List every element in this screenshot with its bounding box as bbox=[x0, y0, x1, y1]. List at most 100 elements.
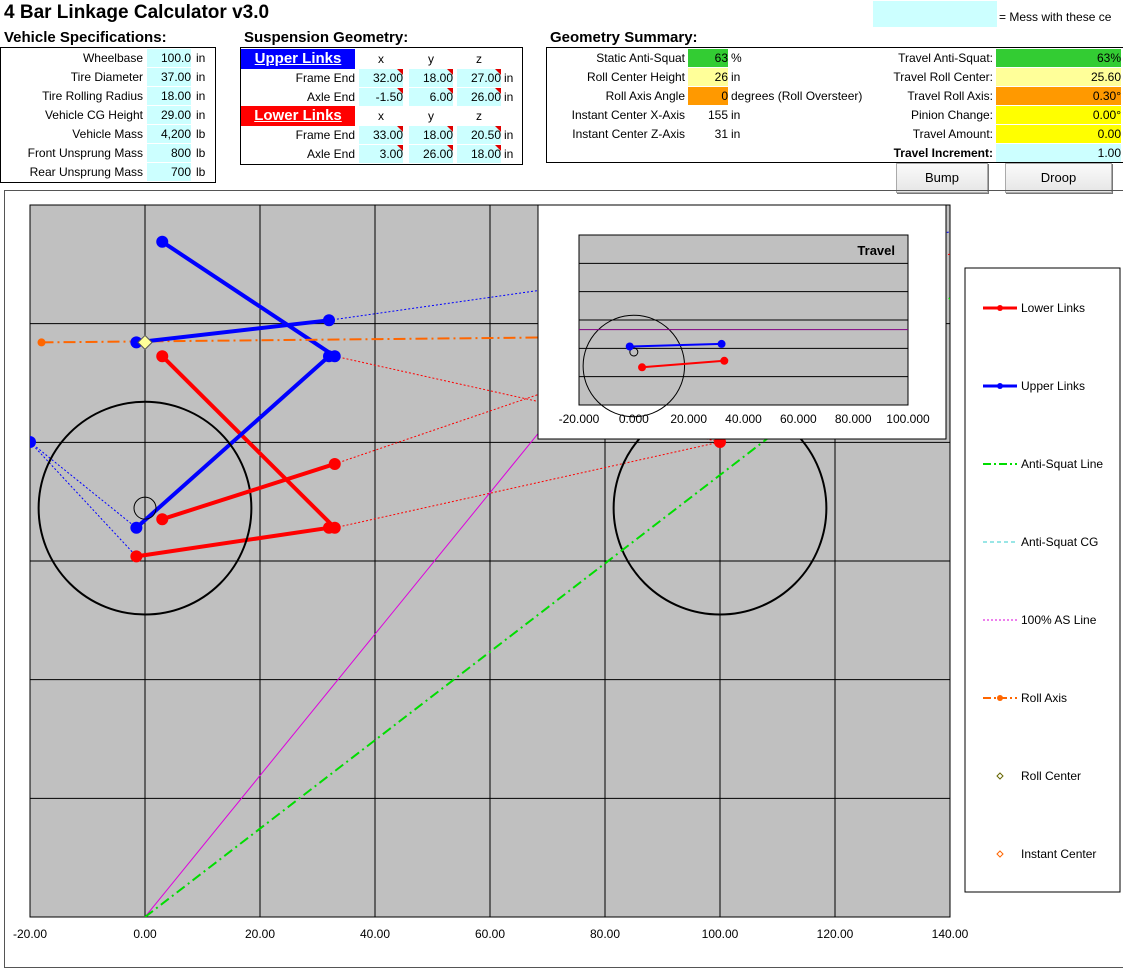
summary-value: 63 bbox=[688, 49, 728, 67]
lower-y-input[interactable]: 26.00 bbox=[409, 145, 453, 163]
upper-z-input[interactable]: 27.00 bbox=[457, 69, 501, 87]
column-header-z: z bbox=[476, 52, 482, 66]
x-tick-label: -20.00 bbox=[13, 927, 47, 941]
vehicle-spec-value[interactable]: 700 bbox=[147, 163, 191, 181]
travel-label: Travel Amount: bbox=[912, 127, 993, 141]
droop-button[interactable]: Droop bbox=[1005, 163, 1112, 193]
lower-x-input[interactable]: 33.00 bbox=[359, 126, 403, 144]
link-point-label: Axle End bbox=[306, 147, 355, 161]
column-header-y: y bbox=[428, 109, 434, 123]
link-point-label: Axle End bbox=[306, 90, 355, 104]
upper-x-input[interactable]: -1.50 bbox=[359, 88, 403, 106]
summary-unit: in bbox=[731, 127, 741, 141]
upper-y-input[interactable]: 18.00 bbox=[409, 69, 453, 87]
inset-lower-point bbox=[638, 363, 647, 372]
vehicle-spec-label: Vehicle CG Height bbox=[44, 108, 143, 122]
bump-button[interactable]: Bump bbox=[896, 163, 988, 193]
summary-unit: in bbox=[731, 108, 741, 122]
vehicle-spec-value[interactable]: 29.00 bbox=[147, 106, 191, 124]
roll-axis-point bbox=[37, 338, 46, 347]
app-title: 4 Bar Linkage Calculator v3.0 bbox=[4, 2, 270, 23]
lower-link-point bbox=[156, 513, 169, 526]
legend-marker bbox=[997, 383, 1003, 389]
lower-link-point bbox=[328, 457, 341, 470]
x-tick-label: 80.00 bbox=[590, 927, 620, 941]
geometry-summary-heading: Geometry Summary: bbox=[550, 29, 698, 46]
upper-link-top bbox=[135, 354, 331, 530]
inset-axle bbox=[629, 347, 639, 357]
summary-label: Static Anti-Squat bbox=[596, 51, 685, 65]
inset-upper-link bbox=[629, 342, 722, 348]
upper-link-point bbox=[130, 336, 143, 349]
summary-value: 155 bbox=[707, 108, 728, 122]
vehicle-spec-unit: in bbox=[196, 89, 206, 103]
inset-upper-point bbox=[717, 339, 726, 348]
travel-label: Travel Anti-Squat: bbox=[898, 51, 993, 65]
lower-link-point bbox=[156, 350, 169, 363]
vehicle-spec-label: Vehicle Mass bbox=[72, 127, 143, 141]
vehicle-spec-unit: lb bbox=[196, 165, 206, 179]
vehicle-spec-value[interactable]: 37.00 bbox=[147, 68, 191, 86]
vehicle-spec-label: Rear Unsprung Mass bbox=[29, 165, 143, 179]
inset-x-tick-label: 40.000 bbox=[725, 412, 762, 426]
vehicle-spec-unit: lb bbox=[196, 127, 206, 141]
lower-link-top bbox=[136, 525, 330, 559]
upper-y-input[interactable]: 6.00 bbox=[409, 88, 453, 106]
travel-value: 0.30° bbox=[996, 87, 1121, 105]
travel-value: 0.00° bbox=[996, 106, 1121, 124]
linkage-plot: -20.00 0.00 20.00 40.00 60.00 80.00 100.00 120.… bbox=[13, 204, 1121, 941]
x-tick-label: 140.00 bbox=[932, 927, 969, 941]
upper-link-point bbox=[156, 235, 169, 248]
summary-value: 26 bbox=[688, 68, 728, 86]
geometry-summary-table: Static Anti-Squat 63% Roll Center Height 26… bbox=[546, 47, 1123, 163]
vehicle-spec-unit: lb bbox=[196, 146, 206, 160]
legend-label: Anti-Squat CG bbox=[1021, 535, 1098, 549]
column-header-x: x bbox=[378, 109, 384, 123]
roll-center-marker bbox=[137, 334, 153, 351]
legend-label: Upper Links bbox=[1021, 379, 1085, 393]
vehicle-spec-value[interactable]: 18.00 bbox=[147, 87, 191, 105]
upper-x-input[interactable]: 32.00 bbox=[359, 69, 403, 87]
vehicle-spec-unit: in bbox=[196, 51, 206, 65]
lower-y-input[interactable]: 18.00 bbox=[409, 126, 453, 144]
upper-link-extension bbox=[30, 441, 137, 529]
x-tick-label: 120.00 bbox=[817, 927, 854, 941]
vehicle-spec-value[interactable]: 800 bbox=[147, 144, 191, 162]
vehicle-spec-table: Wheelbase 100.0 in Tire Diameter 37.00 in Tire… bbox=[0, 47, 216, 183]
upper-link-side bbox=[136, 318, 330, 345]
lower-z-input[interactable]: 18.00 bbox=[457, 145, 501, 163]
legend-marker bbox=[997, 305, 1003, 311]
column-header-z: z bbox=[476, 109, 482, 123]
upper-link-point bbox=[130, 521, 143, 534]
suspension-geometry-table: Upper Links x y z Frame End 32.00 18.00 27.00 in… bbox=[240, 47, 523, 165]
inset-x-tick-label: 20.000 bbox=[670, 412, 707, 426]
suspension-geometry-heading: Suspension Geometry: bbox=[244, 29, 409, 46]
lower-x-input[interactable]: 3.00 bbox=[359, 145, 403, 163]
lower-z-input[interactable]: 20.50 bbox=[457, 126, 501, 144]
vehicle-spec-unit: in bbox=[196, 70, 206, 84]
x-tick-label: 100.00 bbox=[702, 927, 739, 941]
travel-label: Travel Roll Axis: bbox=[907, 89, 993, 103]
travel-value: 0.00 bbox=[996, 125, 1121, 143]
summary-label: Instant Center Z-Axis bbox=[572, 127, 685, 141]
legend-label: Instant Center bbox=[1021, 847, 1096, 861]
lower-link-side bbox=[161, 462, 336, 522]
vehicle-spec-value[interactable]: 4,200 bbox=[147, 125, 191, 143]
summary-value: 31 bbox=[714, 127, 728, 141]
travel-increment-label: Travel Increment: bbox=[893, 146, 993, 160]
summary-unit: in bbox=[731, 70, 741, 84]
inset-lower-point bbox=[720, 356, 729, 365]
unit-label: in bbox=[504, 90, 514, 104]
upper-z-input[interactable]: 26.00 bbox=[457, 88, 501, 106]
vehicle-spec-value[interactable]: 100.0 bbox=[147, 49, 191, 67]
travel-increment-input[interactable]: 1.00 bbox=[996, 144, 1121, 162]
upper-link-point bbox=[323, 350, 335, 363]
unit-label: in bbox=[504, 71, 514, 85]
summary-label: Instant Center X-Axis bbox=[571, 108, 685, 122]
axle-tube bbox=[133, 496, 157, 520]
legend-marker bbox=[997, 695, 1003, 701]
linkage-chart: -20.00 0.00 20.00 40.00 60.00 80.00 100.00 120.… bbox=[4, 190, 1123, 968]
legend-label: Roll Axis bbox=[1021, 691, 1067, 705]
legend-marker bbox=[996, 772, 1004, 780]
link-point-label: Frame End bbox=[295, 71, 355, 85]
